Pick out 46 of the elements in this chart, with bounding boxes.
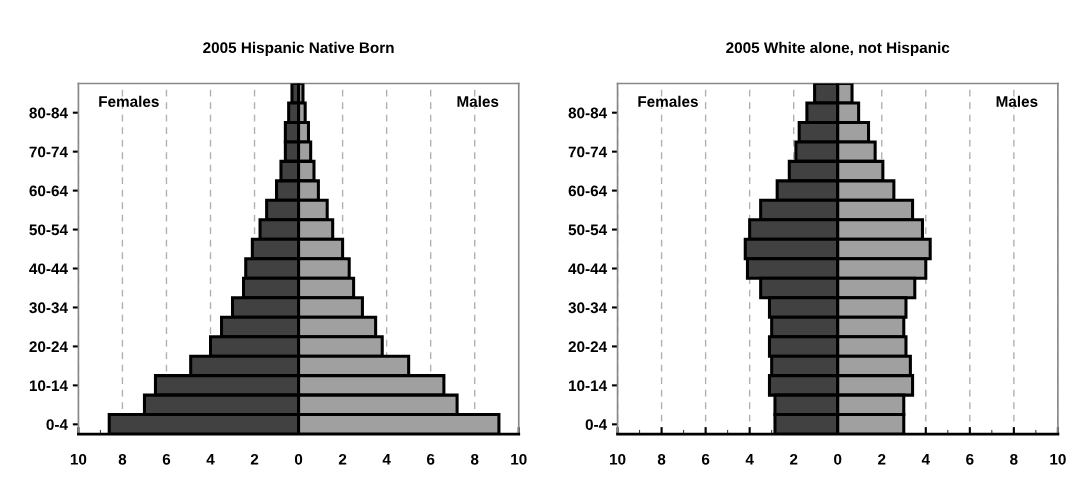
x-tick-label: 8 <box>118 453 127 465</box>
x-tick-label: 6 <box>162 453 171 465</box>
y-tick-label: 20-24 <box>568 341 608 353</box>
x-tick-label: 10 <box>511 453 527 465</box>
annotation: Females <box>638 95 698 107</box>
y-tick-label: 80-84 <box>29 107 68 119</box>
x-tick-label: 10 <box>610 453 626 465</box>
x-tick-label: 8 <box>470 453 479 465</box>
x-tick-label: 8 <box>657 453 666 465</box>
x-tick-label: 2 <box>878 453 886 465</box>
y-tick-label: 40-44 <box>568 263 608 275</box>
x-tick-label: 4 <box>382 454 391 465</box>
annotation: Females <box>99 95 159 107</box>
y-tick-label: 70-74 <box>568 146 608 158</box>
y-tick-label: 10-14 <box>29 380 68 392</box>
x-tick-label: 6 <box>966 453 974 465</box>
y-tick-label: 70-74 <box>29 146 68 158</box>
x-tick-label: 4 <box>921 454 930 465</box>
y-tick-label: 20-24 <box>29 341 68 353</box>
y-tick-label: 60-64 <box>568 185 608 197</box>
x-tick-label: 2 <box>338 453 347 465</box>
y-tick-label: 40-44 <box>29 263 68 275</box>
y-tick-label: 50-54 <box>29 224 68 236</box>
x-tick-label: 10 <box>1050 453 1066 465</box>
chart-title: 2005 Hispanic Native Born <box>203 41 394 57</box>
y-tick-label: 80-84 <box>568 107 608 119</box>
x-tick-label: 2 <box>789 453 798 465</box>
y-tick-label: 50-54 <box>568 224 608 236</box>
chart-title: 2005 White alone, not Hispanic <box>726 41 950 57</box>
y-tick-label: 10-14 <box>569 380 608 392</box>
y-tick-label: 60-64 <box>29 185 68 197</box>
y-tick-label: 30-34 <box>568 302 608 314</box>
x-tick-label: 2 <box>250 453 259 465</box>
annotation: Males <box>457 95 499 107</box>
x-tick-label: 0 <box>834 453 842 465</box>
y-tick-label: 0-4 <box>585 419 608 431</box>
x-tick-label: 4 <box>206 454 215 465</box>
y-tick-label: 0-4 <box>46 419 68 431</box>
x-tick-label: 6 <box>426 453 435 465</box>
x-tick-label: 0 <box>294 453 303 465</box>
x-tick-label: 6 <box>701 453 710 465</box>
annotation: Males <box>996 95 1038 107</box>
x-tick-label: 8 <box>1010 453 1018 465</box>
y-tick-label: 30-34 <box>29 302 68 314</box>
x-tick-label: 10 <box>70 453 87 465</box>
x-tick-label: 4 <box>745 454 754 465</box>
